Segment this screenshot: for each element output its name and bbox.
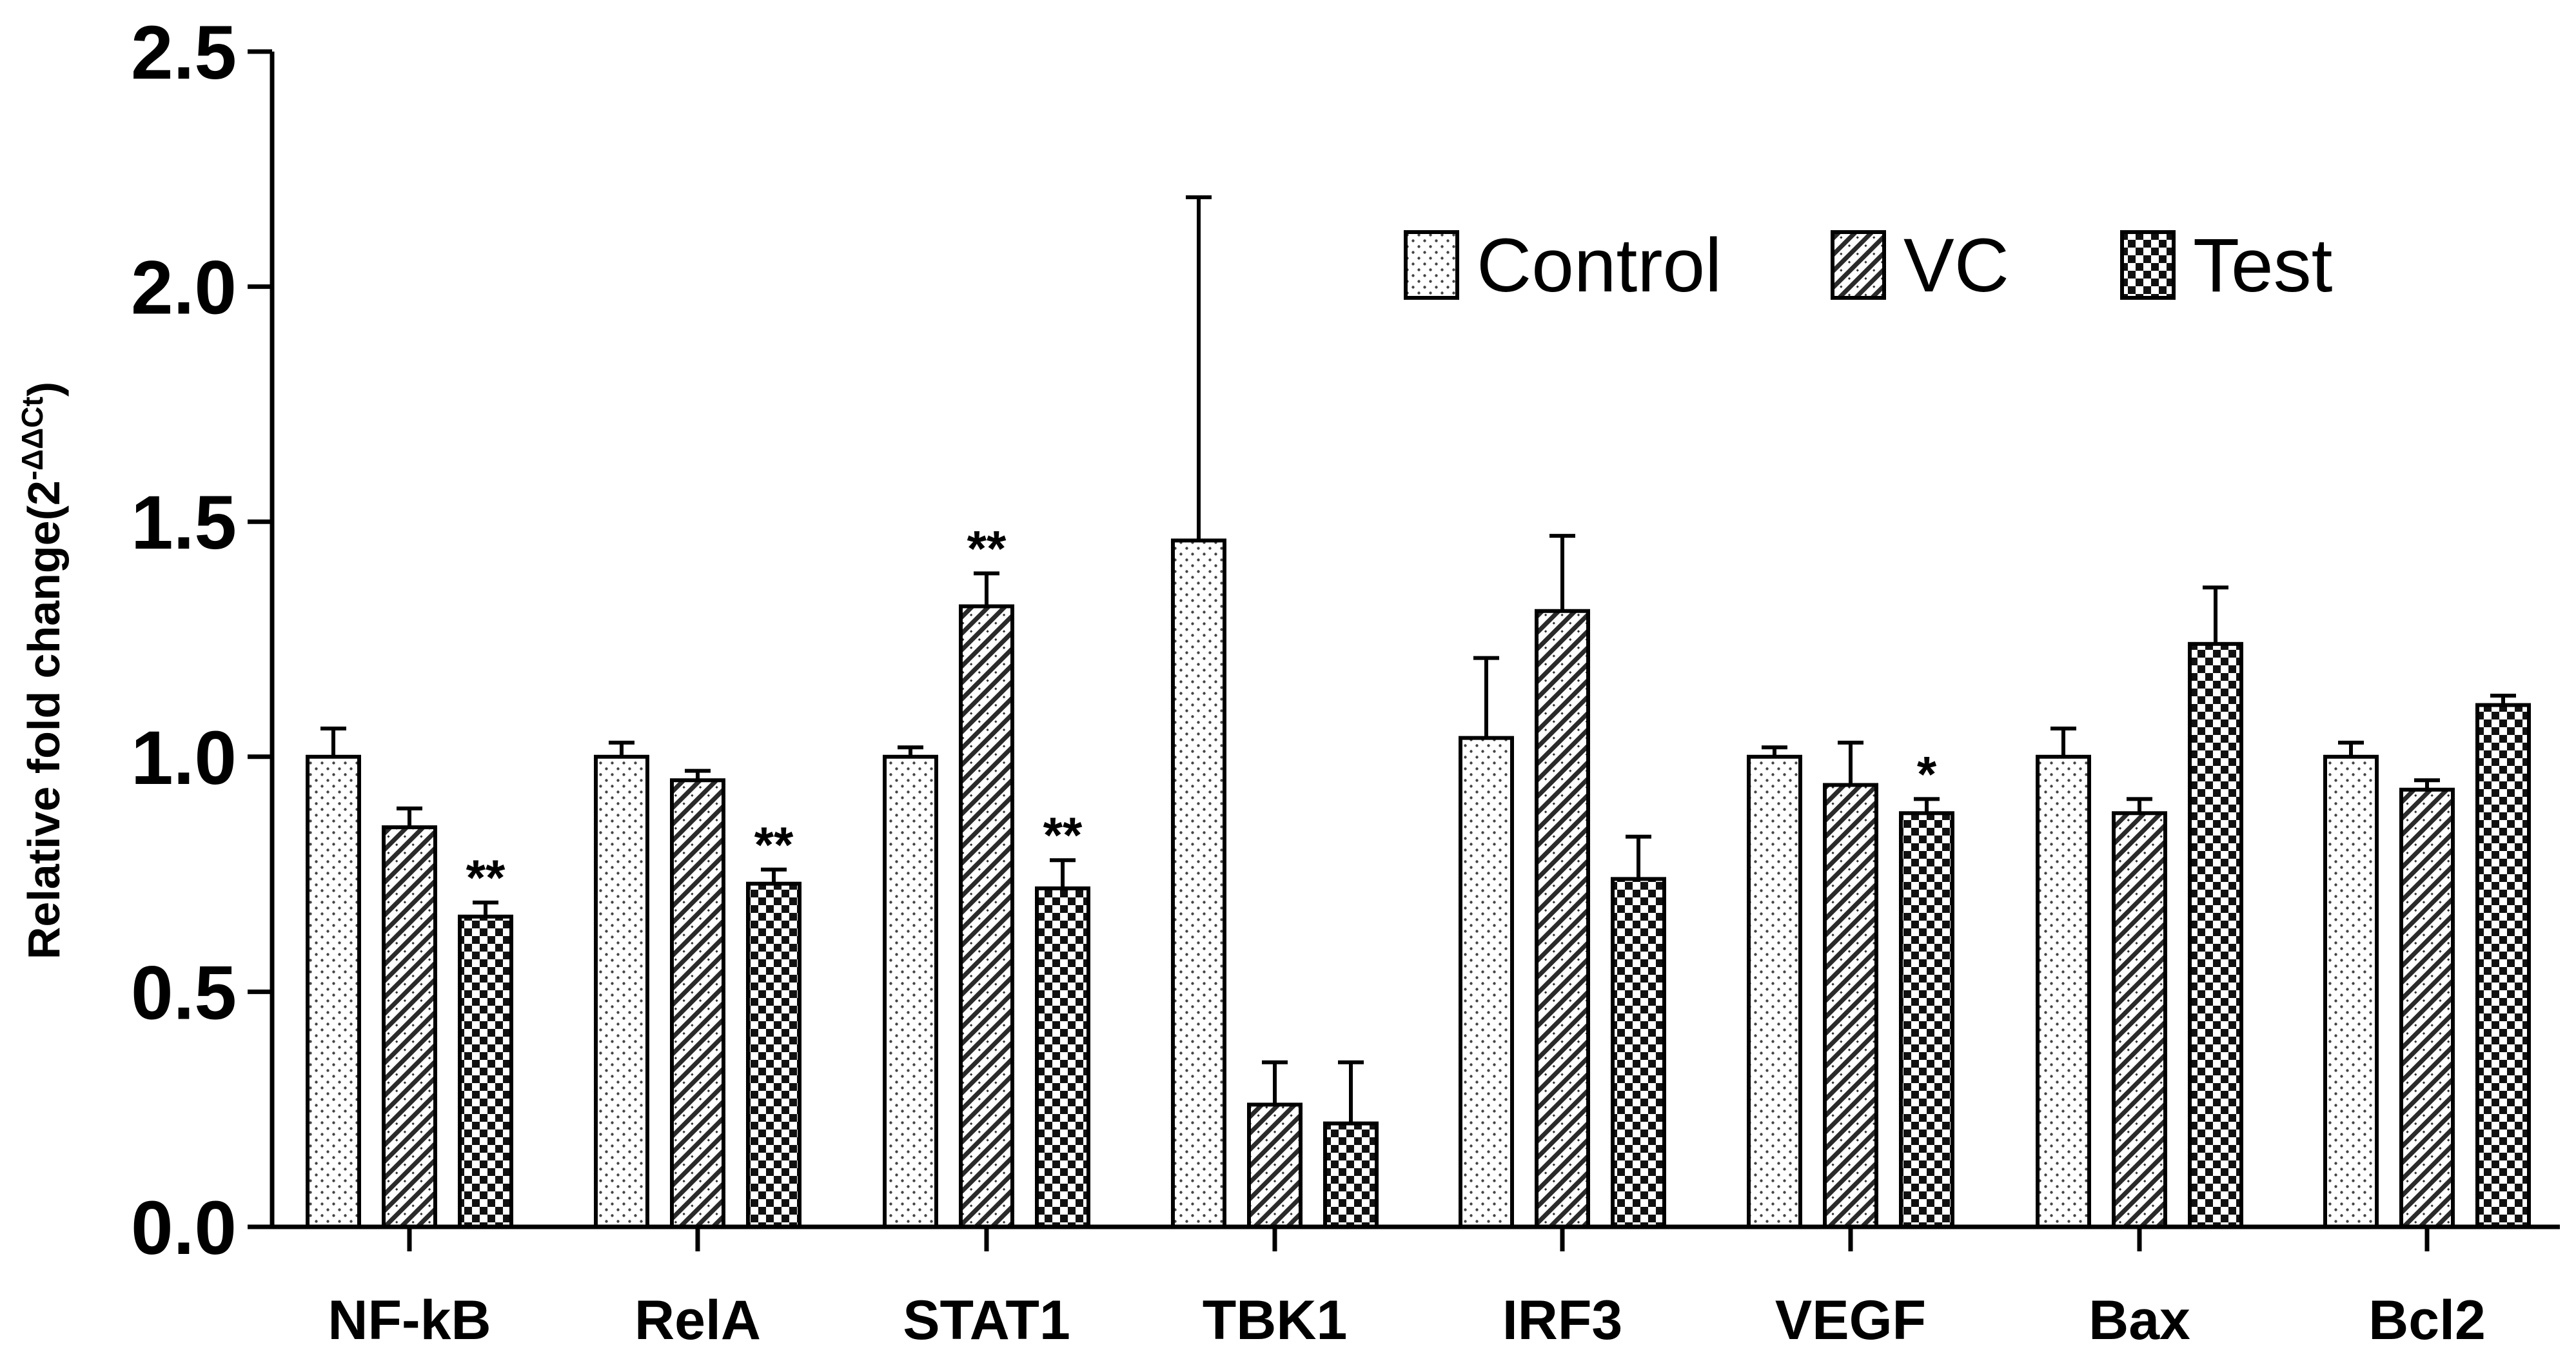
bar-rela-control [594,754,649,1229]
bar-bcl2-test [2475,703,2531,1229]
bar-irf3-control [1459,736,1514,1229]
bar-nf-kb-control [306,754,361,1229]
legend-swatch [1831,230,1886,300]
legend-label: Control [1477,223,1722,308]
y-axis-title-superscript: -ΔΔCt [15,396,49,480]
bar-tbk1-vc [1247,1102,1303,1229]
y-tick-label: 1.5 [131,480,237,565]
legend-item-test: Test [2120,223,2332,308]
bar-bcl2-vc [2399,787,2455,1229]
bar-nf-kb-vc [382,825,437,1229]
significance-marker: * [1917,745,1937,802]
bar-vegf-vc [1823,783,1878,1229]
bar-tbk1-test [1323,1121,1379,1229]
y-tick-label: 0.0 [131,1186,237,1271]
significance-marker: ** [967,520,1007,576]
y-tick-label: 1.0 [131,716,237,801]
y-tick-label: 2.5 [131,10,237,95]
legend-swatch [1404,230,1459,300]
legend-label: VC [1903,223,2009,308]
x-tick-label: NF-kB [328,1289,491,1350]
bar-rela-vc [670,778,725,1229]
bar-vegf-control [1747,754,1802,1229]
bar-irf3-vc [1535,609,1590,1229]
bar-bax-vc [2112,811,2167,1229]
x-tick-label: STAT1 [903,1289,1070,1350]
significance-marker: ** [466,849,506,906]
bar-stat1-test [1035,886,1090,1229]
legend-item-control: Control [1404,223,1722,308]
significance-marker: ** [754,816,794,873]
bar-bcl2-control [2323,754,2379,1229]
x-tick-label: TBK1 [1203,1289,1348,1350]
x-tick-label: VEGF [1775,1289,1926,1350]
bar-rela-test [746,881,801,1229]
plot-area: *********0.00.51.01.52.02.5NF-kB RelA STAT… [131,10,2560,1350]
legend-item-vc: VC [1831,223,2009,308]
bar-tbk1-control [1171,538,1226,1229]
significance-marker: ** [1043,807,1083,863]
bar-bax-test [2188,641,2243,1229]
y-tick-label: 2.0 [131,246,237,331]
bar-nf-kb-test [458,914,513,1229]
bar-vegf-test [1899,811,1954,1229]
legend-swatch [2120,230,2176,300]
bar-irf3-test [1611,877,1666,1229]
x-tick-label: RelA [634,1289,761,1350]
x-tick-label: Bax [2089,1289,2190,1350]
legend: Control VC Test [1404,223,2332,308]
y-axis-title: Relative fold change(2-ΔΔCt) [15,382,69,959]
y-axis-title-close: ) [19,382,69,396]
x-tick-label: Bcl2 [2368,1289,2486,1350]
y-tick-label: 0.5 [131,950,237,1035]
legend-label: Test [2193,223,2332,308]
x-tick-label: IRF3 [1502,1289,1622,1350]
y-axis-title-main: Relative fold change(2 [19,480,69,959]
bar-stat1-control [883,754,938,1229]
bar-stat1-vc [959,604,1014,1229]
bar-bax-control [2036,754,2091,1229]
